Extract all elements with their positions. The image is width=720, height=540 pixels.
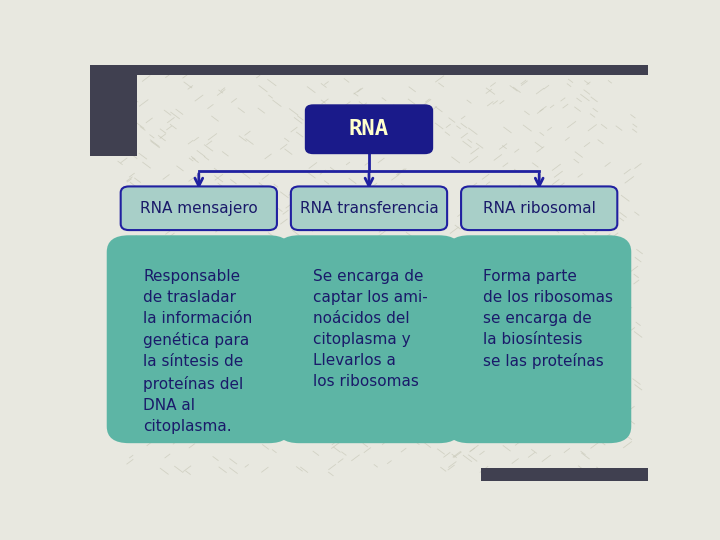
Text: Se encarga de
captar los ami-
noácidos del
citoplasma y
Llevarlos a
los ribosoma: Se encarga de captar los ami- noácidos d… [313,268,428,389]
Bar [481,468,648,481]
Text: Forma parte
de los ribosomas
se encarga de
la biosíntesis
se las proteínas: Forma parte de los ribosomas se encarga … [483,268,613,369]
FancyBboxPatch shape [461,186,617,230]
Bar [90,65,648,75]
Text: RNA: RNA [349,119,389,139]
FancyBboxPatch shape [291,186,447,230]
Text: RNA ribosomal: RNA ribosomal [482,201,595,216]
FancyBboxPatch shape [277,235,461,443]
Text: RNA transferencia: RNA transferencia [300,201,438,216]
FancyBboxPatch shape [107,235,291,443]
Text: Responsable
de trasladar
la información
genética para
la síntesis de
proteínas d: Responsable de trasladar la información … [143,268,252,434]
Bar [90,73,138,156]
FancyBboxPatch shape [447,235,631,443]
Text: RNA mensajero: RNA mensajero [140,201,258,216]
FancyBboxPatch shape [305,104,433,154]
FancyBboxPatch shape [121,186,277,230]
